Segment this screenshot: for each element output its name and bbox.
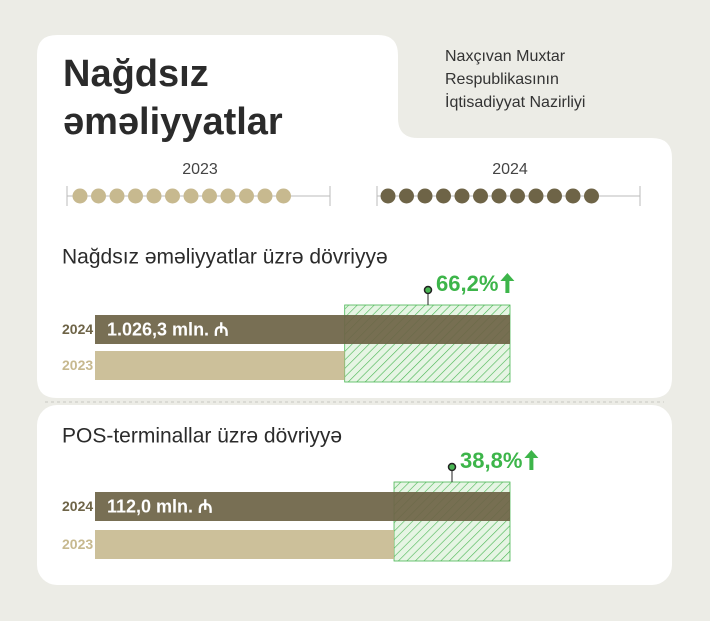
marker-dot [423,285,433,295]
timeline-dot [128,188,143,204]
category-label: 2024 [62,321,93,337]
category-label: 2023 [62,357,93,373]
timeline-dot [547,188,562,204]
bar [95,351,345,380]
org: Respublikasının [445,71,559,88]
card [37,35,672,398]
marker-dot [447,462,457,472]
timeline-dot [91,188,106,204]
timeline-dot [473,188,488,204]
org: İqtisadiyyat Nazirliyi [445,92,585,111]
timeline-dot [109,188,125,204]
timeline-dot [454,188,470,204]
bar [95,530,395,559]
timeline-dot [510,188,525,204]
timeline-dot [183,188,199,204]
bar [95,315,510,344]
timeline-dot [239,188,254,204]
growth-arrow [524,450,539,470]
timeline-dot [436,188,451,204]
title: əməliyyatlar [63,101,283,143]
timeline-dot [417,188,433,204]
timeline-dot [202,188,217,204]
timeline-dot [380,188,396,204]
chart-title: POS-terminallar üzrə dövriyyə [62,425,342,448]
category-label: 2024 [62,498,93,514]
category-label: 2023 [62,536,93,552]
timeline-dot [584,188,599,204]
bar [95,492,510,521]
timeline-dot [491,188,507,204]
growth-label: 66,2% [436,271,498,296]
year: 2024 [492,161,528,178]
year: 2023 [182,161,218,178]
growth-arrow [500,273,515,293]
org: Naxçıvan Muxtar [445,48,566,65]
timeline-dot [220,188,236,204]
timeline-dot [257,188,273,204]
timeline-dot [399,188,414,204]
growth-label: 38,8% [460,448,522,473]
title: Nağdsız [63,53,209,95]
timeline-dot [72,188,88,204]
timeline-dot [146,188,162,204]
timeline-dot [276,188,291,204]
timeline-dot [528,188,544,204]
value-label: 1.026,3 mln. ₼ [107,319,229,339]
chart-title: Nağdsız əməliyyatlar üzrə dövriyyə [62,246,388,269]
timeline-dot [565,188,581,204]
timeline-dot [165,188,180,204]
value-label: 112,0 mln. ₼ [107,496,213,516]
